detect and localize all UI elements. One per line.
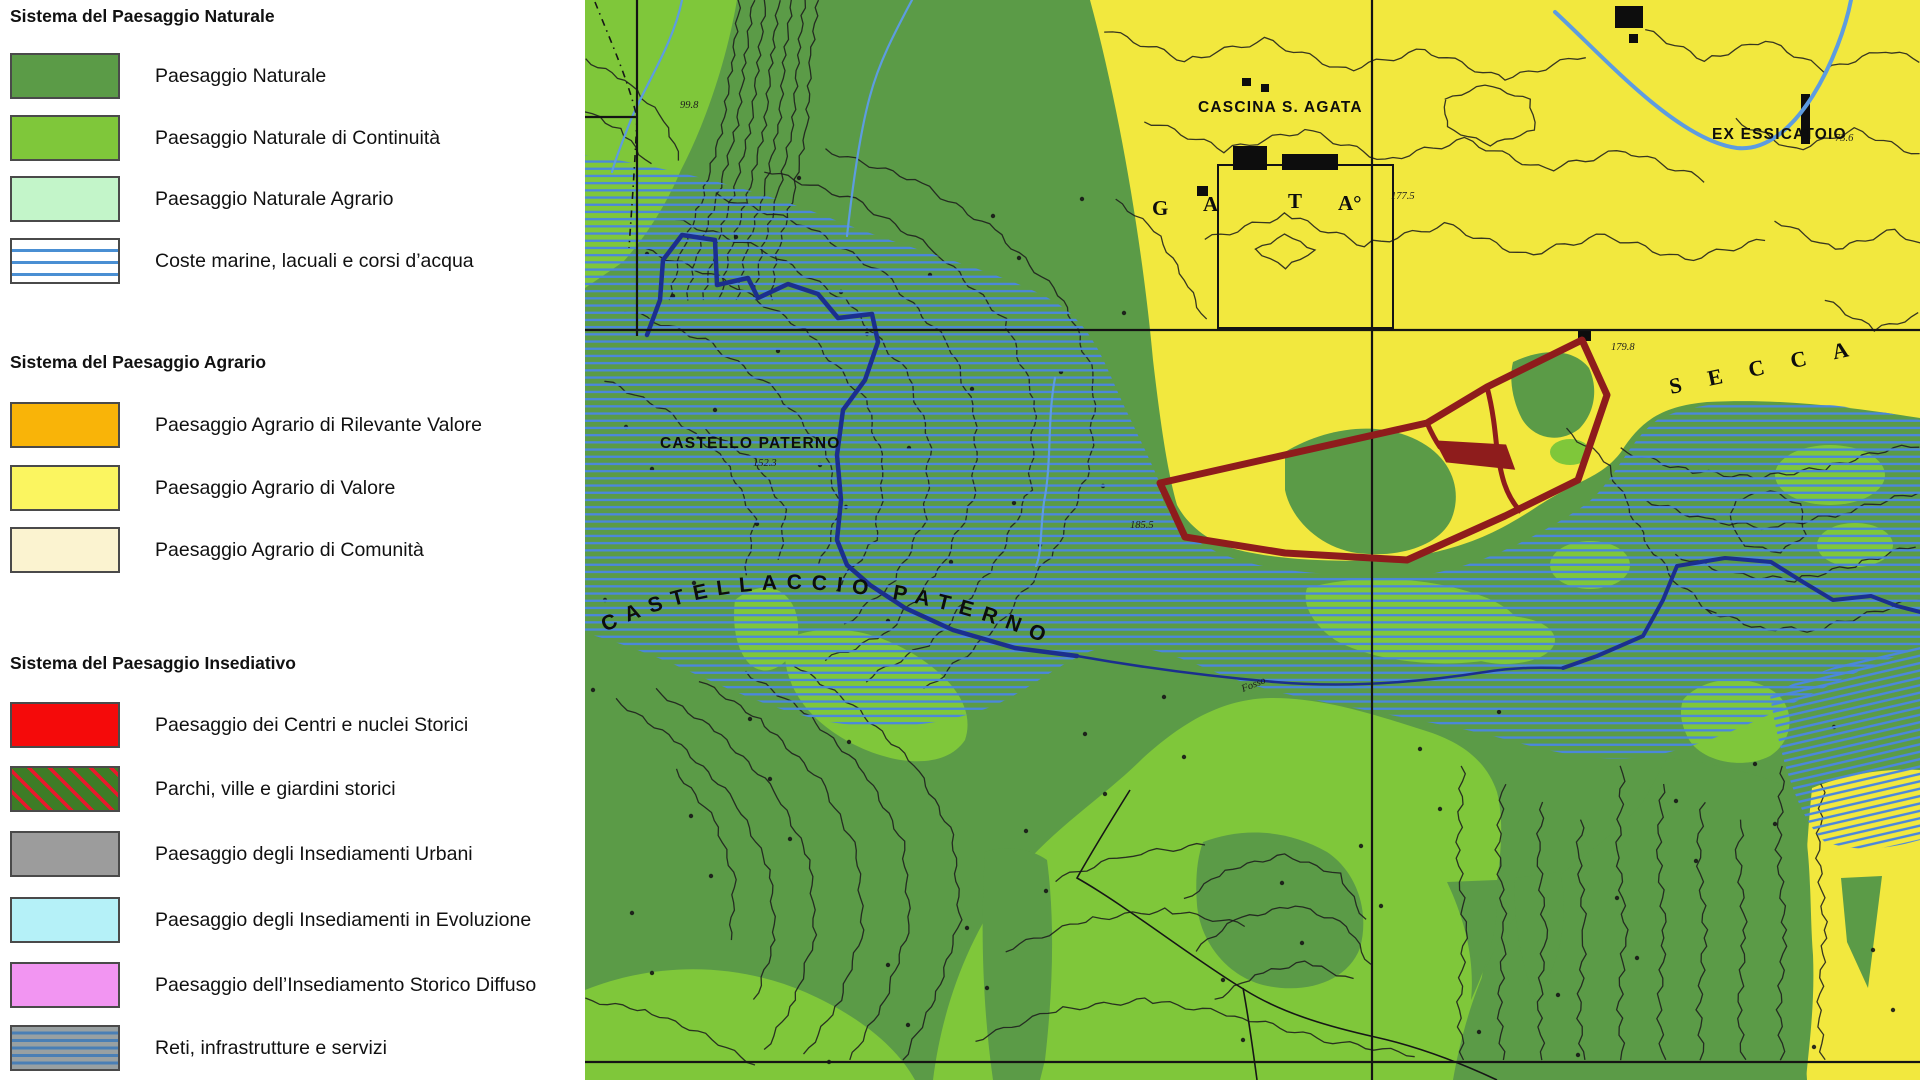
elevation-label: 152.3 (753, 458, 777, 469)
legend-item-label: Paesaggio dei Centri e nuclei Storici (155, 713, 469, 736)
legend-swatch-agrario-comunita (10, 527, 120, 573)
buildings (1197, 6, 1810, 341)
legend-item: Paesaggio Agrario di Valore (10, 465, 395, 511)
legend-item-label: Paesaggio Naturale (155, 64, 327, 87)
legend-swatch-reti-infrastrutture (10, 1025, 120, 1071)
legend-swatch-centri-nuclei-storici (10, 702, 120, 748)
legend-item: Reti, infrastrutture e servizi (10, 1025, 387, 1071)
legend-swatch-paesaggio-naturale (10, 53, 120, 99)
elevation-label: 73.6 (1835, 133, 1854, 144)
legend-swatch-paesaggio-naturale-agrario (10, 176, 120, 222)
grid-lines (585, 0, 1920, 1080)
legend-item-label: Coste marine, lacuali e corsi d’acqua (155, 249, 474, 272)
legend-item-label: Paesaggio Agrario di Comunità (155, 538, 424, 561)
legend-item-label: Paesaggio Agrario di Valore (155, 476, 396, 499)
legend-item-label: Paesaggio dell’Insediamento Storico Diff… (155, 973, 537, 996)
legend-item-label: Paesaggio Agrario di Rilevante Valore (155, 413, 483, 436)
water-hatch-overlay (585, 155, 1920, 849)
site-boundary-polygon (1156, 336, 1611, 564)
legend-swatch-agrario-valore (10, 465, 120, 511)
elevation-label: 185.5 (1130, 520, 1154, 531)
legend-item: Coste marine, lacuali e corsi d’acqua (10, 238, 474, 284)
legend-item: Paesaggio Agrario di Comunità (10, 527, 424, 573)
legend-item: Paesaggio Agrario di Rilevante Valore (10, 402, 482, 448)
map-area: CASCINA S. AGATA EX ESSICATOIO CASTELLO … (583, 0, 1920, 1081)
legend-item-label: Parchi, ville e giardini storici (155, 777, 396, 800)
roads-and-tracks (594, 1, 1498, 1081)
legend-panel: Sistema del Paesaggio Naturale Paesaggio … (0, 0, 585, 1080)
legend-item: Paesaggio degli Insediamenti in Evoluzio… (10, 897, 531, 943)
label-castello-paterno: CASTELLO PATERNO (660, 435, 841, 452)
legend-item: Parchi, ville e giardini storici (10, 766, 396, 812)
label-territory-letter: A° (1338, 191, 1362, 215)
legend-item: Paesaggio dell’Insediamento Storico Diff… (10, 962, 536, 1008)
legend-swatch-parchi-ville-giardini (10, 766, 120, 812)
label-ex-essicatoio: EX ESSICATOIO (1712, 126, 1847, 143)
legend-item: Paesaggio Naturale di Continuità (10, 115, 440, 161)
legend-item-label: Paesaggio degli Insediamenti Urbani (155, 842, 473, 865)
legend-item: Paesaggio degli Insediamenti Urbani (10, 831, 473, 877)
legend-section-title: Sistema del Paesaggio Agrario (10, 352, 267, 372)
legend-item-label: Reti, infrastrutture e servizi (155, 1036, 387, 1059)
legend-section-title: Sistema del Paesaggio Insediativo (10, 653, 296, 673)
legend-swatch-coste-marine (10, 238, 120, 284)
label-territory-letter: T (1288, 189, 1302, 213)
legend-item: Paesaggio dei Centri e nuclei Storici (10, 702, 468, 748)
rivers-and-streams (610, 0, 1920, 686)
elevation-label: 179.8 (1611, 342, 1635, 353)
legend-swatch-paesaggio-naturale-continuita (10, 115, 120, 161)
legend-swatch-insediamenti-evoluzione (10, 897, 120, 943)
legend-item-label: Paesaggio Naturale di Continuità (155, 126, 441, 149)
legend-item: Paesaggio Naturale (10, 53, 326, 99)
label-territory-letter: A (1203, 192, 1219, 216)
label-cascina: CASCINA S. AGATA (1198, 99, 1363, 116)
legend-section-title: Sistema del Paesaggio Naturale (10, 6, 275, 26)
legend-item-label: Paesaggio Naturale Agrario (155, 187, 394, 210)
elevation-label: 99.8 (680, 100, 699, 111)
legend-swatch-insediamento-storico-diffuso (10, 962, 120, 1008)
legend-item-label: Paesaggio degli Insediamenti in Evoluzio… (155, 908, 532, 931)
map-canvas: CASCINA S. AGATA EX ESSICATOIO CASTELLO … (583, 0, 1920, 1081)
legend-item: Paesaggio Naturale Agrario (10, 176, 394, 222)
label-territory-letter: G (1152, 196, 1168, 220)
legend-swatch-insediamenti-urbani (10, 831, 120, 877)
legend-swatch-agrario-rilevante-valore (10, 402, 120, 448)
elevation-label: 177.5 (1391, 191, 1415, 202)
